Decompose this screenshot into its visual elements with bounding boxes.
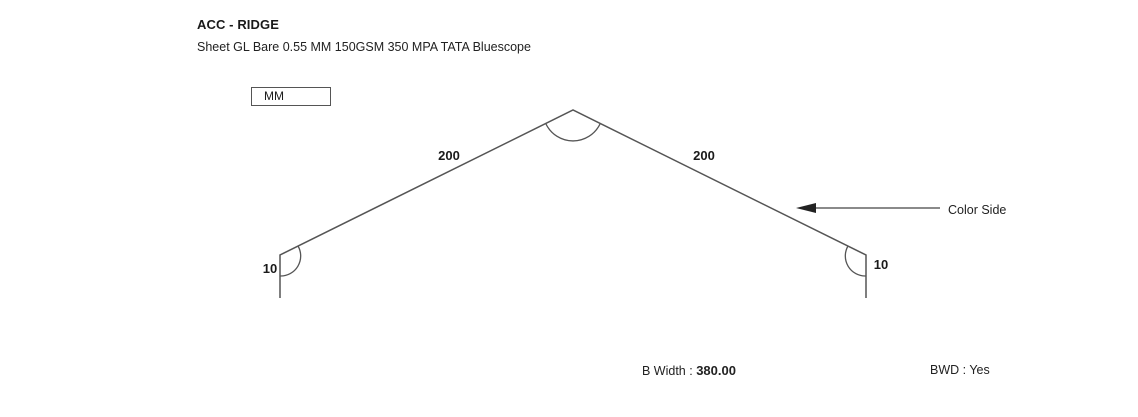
left-return-length: 10 (263, 261, 277, 276)
material-description: Sheet GL Bare 0.55 MM 150GSM 350 MPA TAT… (197, 40, 531, 54)
color-side-label: Color Side (948, 203, 1006, 217)
color-side-arrow-head (796, 203, 816, 213)
left-bend-angle-arc (279, 245, 302, 277)
apex-angle-arc (545, 123, 601, 142)
b-width-value: 380.00 (696, 363, 736, 378)
right-return-length: 10 (874, 257, 888, 272)
right-slope-length: 200 (693, 148, 715, 163)
bwd-status: BWD : Yes (930, 363, 990, 377)
right-bend-angle-arc (844, 245, 867, 277)
b-width-field: B Width : 380.00 (642, 363, 736, 378)
left-slope-length: 200 (438, 148, 460, 163)
unit-box: MM (251, 87, 331, 106)
profile-title: ACC - RIDGE (197, 17, 279, 32)
ridge-profile-line (279, 109, 867, 298)
b-width-label: B Width : (642, 364, 693, 378)
